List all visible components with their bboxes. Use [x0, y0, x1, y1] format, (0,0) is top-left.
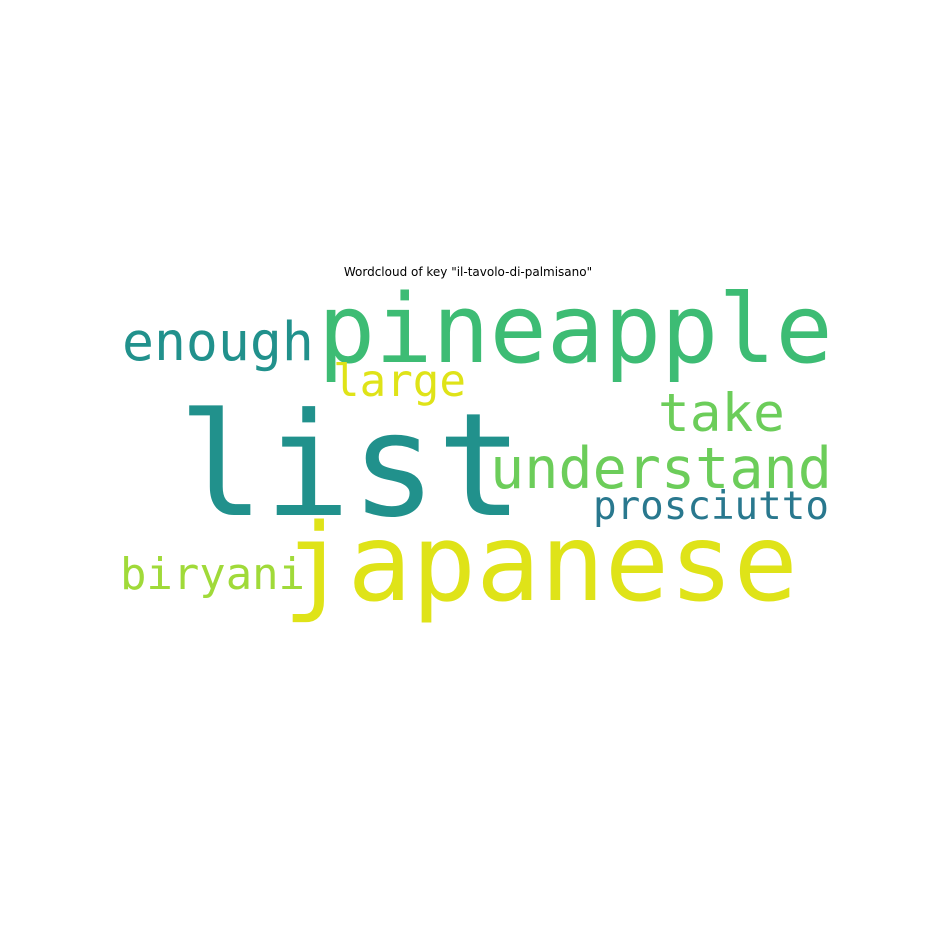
word-japanese: japanese	[283, 502, 798, 626]
word-take: take	[658, 383, 785, 444]
word-pineapple: pineapple	[318, 275, 833, 385]
chart-title: Wordcloud of key "il-tavolo-di-palmisano…	[343, 265, 593, 279]
word-biryani: biryani	[120, 549, 305, 600]
word-large: large	[333, 356, 466, 407]
word-understand: understand	[490, 436, 832, 502]
word-prosciutto: prosciutto	[593, 484, 829, 529]
word-enough: enough	[122, 311, 314, 373]
word-list: list	[178, 382, 523, 549]
